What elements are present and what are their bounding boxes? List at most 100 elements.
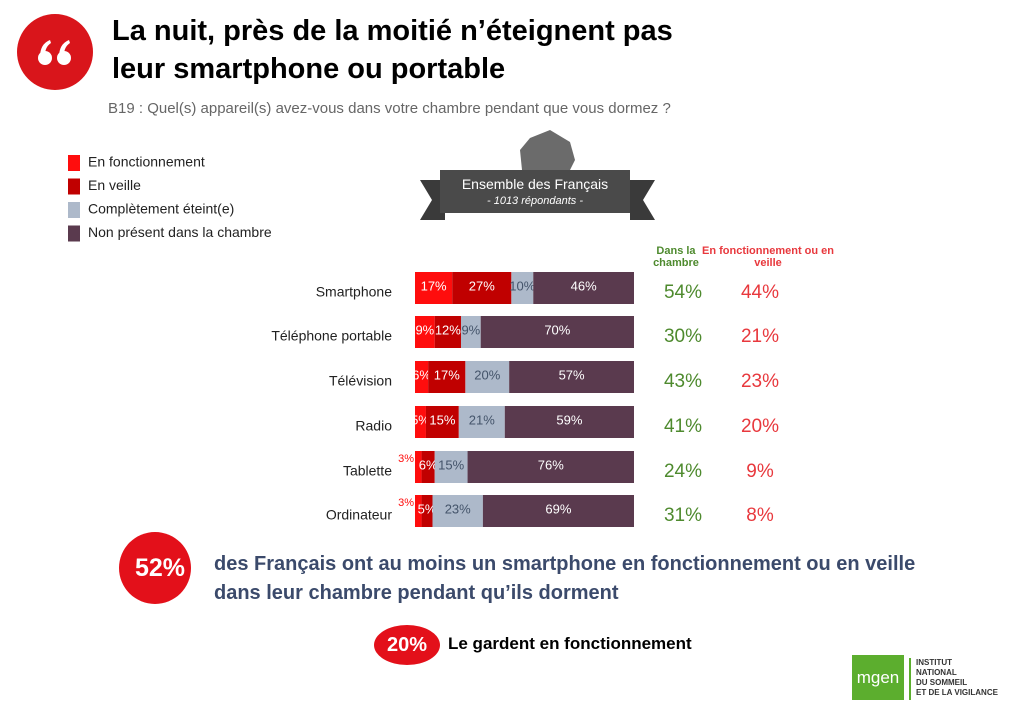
logo-brand: mgen — [856, 668, 900, 687]
bar-segment — [434, 316, 461, 348]
legend-swatch — [68, 225, 80, 242]
bar-segment — [465, 361, 510, 393]
badge-subtitle: - 1013 répondants - — [486, 195, 583, 207]
bar-segment — [415, 406, 426, 438]
value-label: 12% — [435, 322, 461, 337]
column-value: 20% — [741, 416, 779, 437]
value-label: 17% — [434, 367, 460, 382]
value-label: 17% — [421, 278, 447, 293]
legend-label: Non présent dans la chambre — [88, 224, 272, 240]
bar-segment — [415, 361, 429, 393]
callout-value: 20% — [386, 634, 428, 656]
category-label: Tablette — [343, 463, 392, 479]
value-label: 6% — [412, 367, 431, 382]
value-label: 20% — [474, 367, 500, 382]
category-label: Radio — [355, 418, 392, 434]
bar-segment — [533, 272, 634, 304]
value-label: 9% — [461, 322, 480, 337]
column-header: En fonctionnement ou en veille — [702, 245, 834, 269]
logo-line: DU SOMMEIL — [916, 678, 968, 687]
value-label: 46% — [571, 278, 597, 293]
bar-segment — [425, 406, 459, 438]
callout-value: 52% — [134, 554, 186, 582]
legend-swatch — [68, 155, 80, 171]
category-label: Télévision — [329, 373, 392, 389]
value-label: 27% — [469, 278, 495, 293]
bar-segment — [458, 406, 505, 438]
value-label: 59% — [556, 412, 582, 427]
badge-title: Ensemble des Français — [461, 176, 609, 192]
logo-line: INSTITUT — [916, 658, 952, 667]
value-label: 5% — [411, 412, 430, 427]
quote-icon — [17, 14, 93, 90]
ribbon — [440, 170, 630, 213]
column-value: 54% — [664, 282, 702, 303]
value-label: 69% — [545, 501, 571, 516]
bar-segment — [482, 495, 634, 527]
logo-line: NATIONAL — [916, 668, 957, 677]
bar-segment — [467, 451, 634, 483]
bar-segment — [460, 316, 481, 348]
bar-segment — [434, 451, 468, 483]
title-line: leur smartphone ou portable — [112, 53, 506, 85]
column-value: 8% — [746, 505, 774, 526]
value-label: 70% — [544, 322, 570, 337]
value-label: 23% — [445, 501, 471, 516]
value-label: 3% — [398, 497, 414, 509]
value-label: 15% — [438, 457, 464, 472]
bar-segment — [415, 495, 422, 527]
column-value: 24% — [664, 461, 702, 482]
column-value: 43% — [664, 371, 702, 392]
category-label: Smartphone — [316, 284, 392, 300]
column-value: 44% — [741, 282, 779, 303]
france-map — [520, 130, 575, 170]
bar-segment — [415, 316, 435, 348]
callout-ellipse — [374, 625, 440, 665]
bar-segment — [509, 361, 634, 393]
callout-circle — [119, 532, 191, 604]
subtitle: B19 : Quel(s) appareil(s) avez-vous dans… — [108, 100, 671, 117]
value-label: 76% — [538, 457, 564, 472]
value-label: 5% — [418, 501, 437, 516]
bar-segment — [421, 495, 433, 527]
legend-label: En fonctionnement — [88, 154, 205, 170]
quote-glyph — [38, 40, 71, 65]
category-label: Ordinateur — [326, 507, 392, 523]
value-label: 21% — [469, 412, 495, 427]
bar-segment — [421, 451, 435, 483]
legend-label: En veille — [88, 177, 141, 193]
logo-text: INSTITUT NATIONAL DU SOMMEIL ET DE LA VIGIL… — [916, 658, 998, 698]
bar-segment — [452, 272, 512, 304]
value-label: 9% — [415, 322, 434, 337]
logo-line: ET DE LA VIGILANCE — [916, 688, 998, 697]
bar-segment — [504, 406, 634, 438]
column-value: 31% — [664, 505, 702, 526]
bar-segment — [415, 272, 453, 304]
value-label: 3% — [398, 453, 414, 465]
value-label: 57% — [559, 367, 585, 382]
legend-swatch — [68, 178, 80, 195]
value-label: 10% — [509, 278, 535, 293]
column-value: 23% — [741, 371, 779, 392]
callout-text: Le gardent en fonctionnement — [448, 634, 692, 653]
column-value: 21% — [741, 326, 779, 347]
legend-label: Complètement éteint(e) — [88, 201, 234, 217]
legend-swatch — [68, 202, 80, 218]
column-value: 30% — [664, 326, 702, 347]
title-line: La nuit, près de la moitié n’éteignent p… — [112, 15, 673, 47]
title: La nuit, près de la moitié n’éteignent p… — [112, 12, 673, 88]
bar-segment — [415, 451, 422, 483]
bar-segment — [511, 272, 534, 304]
bar-segment — [428, 361, 466, 393]
value-label: 6% — [419, 457, 438, 472]
bar-segment — [432, 495, 483, 527]
value-label: 15% — [429, 412, 455, 427]
bar-segment — [480, 316, 634, 348]
column-header: Dans la chambre — [653, 245, 699, 269]
category-label: Téléphone portable — [271, 328, 392, 344]
logo-box — [852, 655, 904, 700]
column-value: 9% — [746, 461, 774, 482]
column-value: 41% — [664, 416, 702, 437]
